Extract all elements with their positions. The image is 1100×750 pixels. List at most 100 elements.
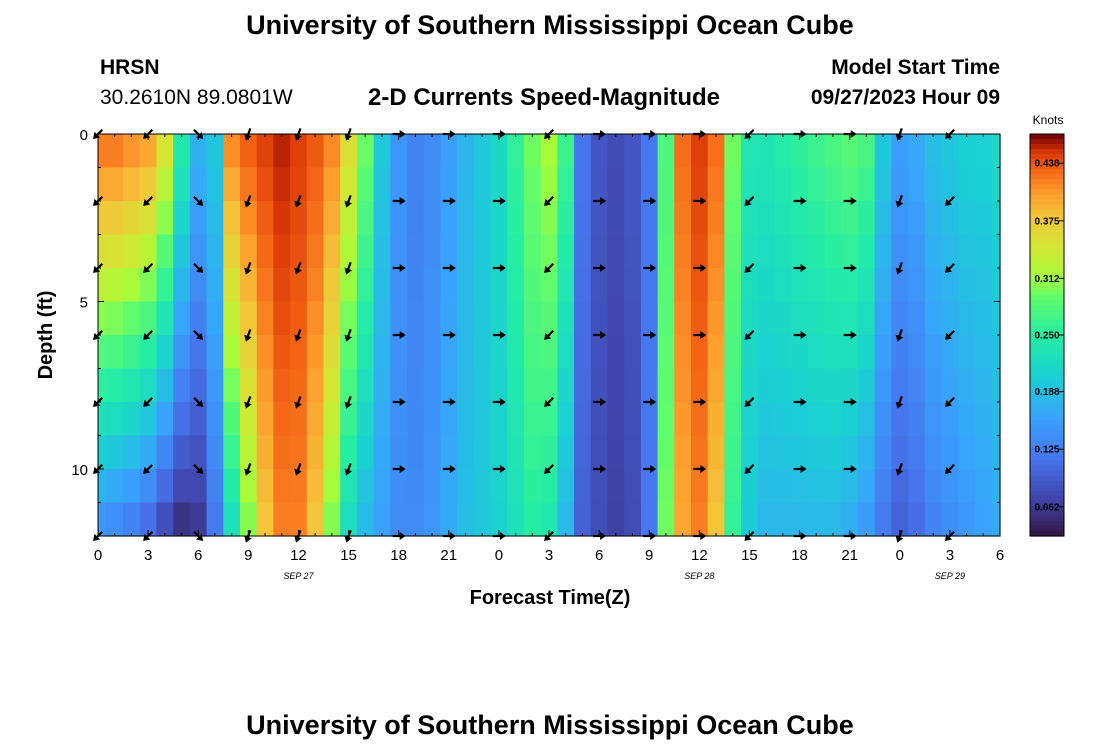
heatmap-cell (306, 301, 325, 336)
heatmap-cell (323, 335, 341, 370)
heatmap-cell (323, 502, 341, 537)
heatmap-cell (507, 335, 525, 370)
heatmap-cell (507, 167, 525, 202)
current-arrow (294, 395, 302, 409)
heatmap-cell (807, 134, 826, 169)
x-tick-label: 6 (194, 547, 202, 564)
heatmap-cell (173, 167, 191, 202)
heatmap-cell (824, 167, 842, 202)
heatmap-cell (941, 502, 959, 537)
colorbar-tick-label: 0.125 (1034, 445, 1059, 456)
heatmap-cell (657, 167, 675, 202)
heatmap-cell (273, 134, 291, 169)
heatmap-cell (690, 402, 709, 437)
heatmap-cell (440, 368, 458, 403)
heatmap-cell (941, 335, 959, 370)
heatmap-cell (340, 368, 358, 403)
current-arrow (492, 264, 506, 272)
heatmap-cell (273, 469, 291, 504)
colorbar-swatch (1030, 189, 1064, 195)
heatmap-cell (674, 502, 692, 537)
heatmap-cell (490, 167, 508, 202)
heatmap-cell (741, 368, 759, 403)
heatmap-cell (223, 134, 241, 169)
heatmap-cell (273, 167, 291, 202)
current-arrow (193, 262, 204, 273)
heatmap-cell (858, 502, 876, 537)
heatmap-cell (941, 402, 959, 437)
current-arrow (744, 329, 755, 340)
heatmap-cell (189, 402, 208, 437)
heatmap-cell (256, 167, 274, 202)
heatmap-cell (707, 234, 725, 269)
current-arrow (693, 331, 707, 339)
colorbar-swatch (1030, 264, 1064, 271)
heatmap-cell (774, 167, 792, 202)
heatmap-cell (139, 502, 158, 537)
heatmap-cell (891, 234, 909, 269)
heatmap-cell (607, 368, 625, 403)
heatmap-cell (457, 301, 475, 336)
heatmap-cell (690, 435, 709, 470)
heatmap-cell (373, 368, 391, 403)
heatmap-cell (924, 301, 943, 336)
heatmap-cell (607, 469, 625, 504)
heatmap-cell (189, 301, 208, 336)
heatmap-cell (707, 301, 725, 336)
colorbar-tick-label: 0.188 (1034, 387, 1059, 398)
current-arrow (193, 329, 204, 340)
heatmap-cell (407, 201, 425, 236)
heatmap-cell (908, 335, 926, 370)
heatmap-cell (791, 502, 809, 537)
heatmap-cell (490, 134, 508, 169)
current-arrow (843, 197, 857, 205)
heatmap-cell (523, 201, 542, 236)
x-tick-label: 3 (144, 547, 152, 564)
heatmap-cell (874, 402, 893, 437)
heatmap-cell (858, 469, 876, 504)
heatmap-cell (123, 402, 141, 437)
heatmap-cell (624, 268, 642, 303)
colorbar-swatch (1030, 304, 1064, 311)
colorbar-swatch (1030, 450, 1064, 457)
heatmap-cell (841, 402, 859, 437)
heatmap-cell (908, 268, 926, 303)
heatmap-cell (306, 402, 325, 437)
colorbar-swatch (1030, 289, 1064, 296)
heatmap-cell (440, 134, 458, 169)
heatmap-cell (239, 502, 258, 537)
colorbar-swatch (1030, 515, 1064, 522)
heatmap-cell (473, 368, 492, 403)
heatmap-cell (206, 502, 224, 537)
heatmap-cell (874, 502, 893, 537)
x-tick-label: 15 (340, 547, 357, 564)
colorbar-swatch (1030, 309, 1064, 316)
heatmap-cell (774, 335, 792, 370)
heatmap-cell (273, 234, 291, 269)
heatmap-cell (891, 402, 909, 437)
heatmap-cell (256, 368, 274, 403)
current-arrow (93, 530, 104, 541)
heatmap-cell (290, 268, 308, 303)
y-axis-label: Depth (ft) (35, 291, 57, 380)
heatmap-cell (841, 134, 859, 169)
heatmap-cell (239, 469, 258, 504)
colorbar-swatch (1030, 244, 1064, 251)
heatmap-cell (924, 134, 943, 169)
heatmap-cell (974, 469, 993, 504)
heatmap-cell (490, 301, 508, 336)
heatmap-cell (741, 301, 759, 336)
heatmap-cell (440, 268, 458, 303)
colorbar-swatch (1030, 279, 1064, 286)
heatmap-cell (724, 435, 742, 470)
heatmap-cell (657, 268, 675, 303)
heatmap-cell (974, 201, 993, 236)
heatmap-cell (858, 134, 876, 169)
heatmap-cell (624, 201, 642, 236)
heatmap-cell (991, 435, 1001, 470)
heatmap-cell (540, 435, 558, 470)
heatmap-cell (724, 167, 742, 202)
heatmap-cell (557, 234, 575, 269)
colorbar-swatch (1030, 209, 1064, 216)
heatmap-cell (741, 134, 759, 169)
